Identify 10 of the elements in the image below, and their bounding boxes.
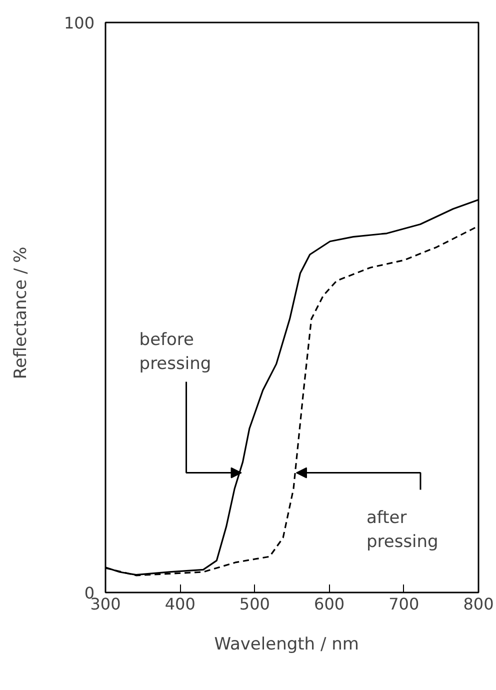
x-axis-title: Wavelength / nm — [214, 634, 359, 654]
x-tick-label: 500 — [239, 594, 270, 614]
y-tick-label: 100 — [64, 14, 95, 32]
x-tick-label: 600 — [314, 594, 345, 614]
annotation: after pressing — [366, 508, 438, 552]
x-tick-label: 700 — [388, 594, 420, 614]
annotation: before pressing — [139, 330, 212, 374]
x-tick-label: 400 — [164, 594, 196, 614]
y-axis-title: Reflectance / % — [10, 246, 31, 380]
x-tick-label: 800 — [463, 594, 494, 614]
